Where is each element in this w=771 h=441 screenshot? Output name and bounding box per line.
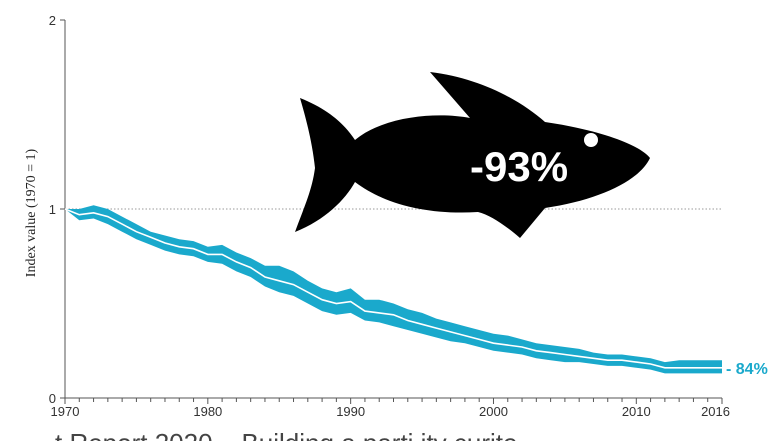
- x-ticks: 1970 1980 1990 2000 2010 2016: [51, 398, 730, 419]
- fish-percentage-label: -93%: [470, 143, 568, 190]
- end-value-label: - 84%: [726, 361, 768, 378]
- x-tick-label: 1980: [193, 404, 222, 419]
- y-axis-label: Index value (1970 = 1): [24, 148, 39, 277]
- x-tick-label: 2010: [622, 404, 651, 419]
- series-line: [64, 208, 722, 369]
- caption-partial: t Report 2020 – Building a parti ity cur…: [55, 428, 539, 441]
- fish-icon: [295, 72, 650, 238]
- y-tick-label: 1: [49, 202, 56, 217]
- x-tick-label: 1990: [336, 404, 365, 419]
- y-tick-label: 2: [49, 13, 56, 28]
- x-tick-label: 2000: [479, 404, 508, 419]
- y-ticks: 0 1 2: [49, 13, 65, 406]
- x-tick-label: 1970: [51, 404, 80, 419]
- confidence-band: [65, 205, 722, 374]
- y-tick-label: 0: [49, 391, 56, 406]
- x-tick-label: 2016: [701, 404, 730, 419]
